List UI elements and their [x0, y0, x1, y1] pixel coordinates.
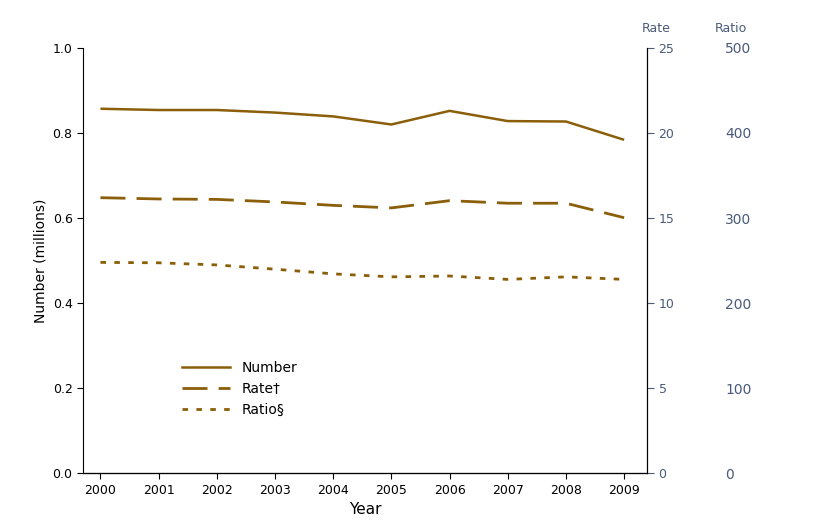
Text: Rate: Rate: [642, 22, 670, 35]
X-axis label: Year: Year: [349, 502, 382, 518]
Legend: Number, Rate†, Ratio§: Number, Rate†, Ratio§: [174, 354, 304, 424]
Y-axis label: Number (millions): Number (millions): [33, 198, 47, 323]
Text: Ratio: Ratio: [715, 22, 746, 35]
